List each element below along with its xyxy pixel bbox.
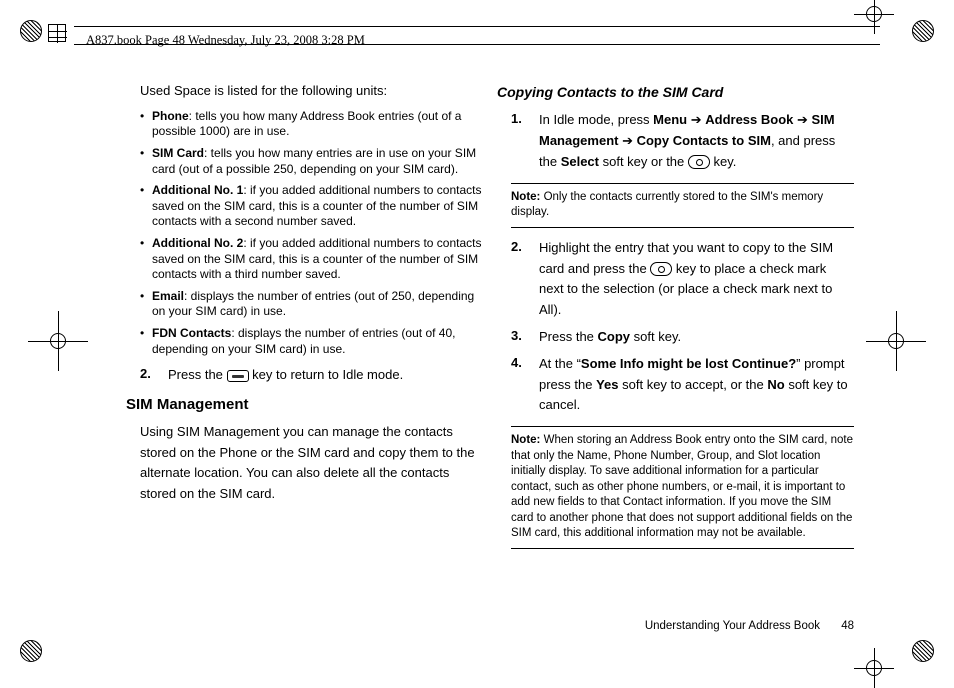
step-body: At the “Some Info might be lost Continue… — [539, 354, 854, 416]
list-text: : displays the number of entries (out of… — [152, 289, 474, 319]
step-text: soft key to accept, or the — [619, 377, 768, 392]
step-text: At the “ — [539, 356, 581, 371]
step-row: 4. At the “Some Info might be lost Conti… — [511, 354, 854, 416]
list-label: Additional No. 2 — [152, 236, 243, 250]
ok-key-icon — [688, 155, 710, 169]
reg-mark-bottom-left-icon — [20, 640, 42, 662]
step-number: 2. — [140, 365, 168, 386]
list-item: Phone: tells you how many Address Book e… — [140, 109, 483, 140]
step-body: Highlight the entry that you want to cop… — [539, 238, 854, 321]
softkey-label: Select — [561, 154, 599, 169]
crop-cross-top-icon — [854, 0, 894, 34]
reg-mark-bottom-right-icon — [912, 640, 934, 662]
prompt-label: Some Info might be lost Continue? — [581, 356, 796, 371]
step-row: 2. Highlight the entry that you want to … — [511, 238, 854, 321]
list-text: : tells you how many Address Book entrie… — [152, 109, 461, 139]
list-label: Phone — [152, 109, 189, 123]
step-number: 4. — [511, 354, 539, 416]
end-key-icon — [227, 370, 249, 382]
step-text: soft key or the — [599, 154, 688, 169]
intro-text: Used Space is listed for the following u… — [140, 82, 483, 101]
arrow-icon: ➔ — [618, 133, 636, 148]
ok-key-icon — [650, 262, 672, 276]
step-number: 1. — [511, 110, 539, 172]
page-header: A837.book Page 48 Wednesday, July 23, 20… — [86, 33, 365, 48]
section-heading: SIM Management — [126, 394, 483, 416]
list-item: SIM Card: tells you how many entries are… — [140, 146, 483, 177]
list-label: Additional No. 1 — [152, 183, 243, 197]
menu-label: Address Book — [705, 112, 793, 127]
note-label: Note: — [511, 434, 540, 446]
softkey-label: Copy — [598, 329, 631, 344]
list-item: Additional No. 1: if you added additiona… — [140, 183, 483, 230]
softkey-label: No — [767, 377, 784, 392]
list-item: FDN Contacts: displays the number of ent… — [140, 326, 483, 357]
note-label: Note: — [511, 191, 540, 203]
used-space-list: Phone: tells you how many Address Book e… — [140, 109, 483, 357]
list-label: Email — [152, 289, 184, 303]
step-number: 2. — [511, 238, 539, 321]
footer-section: Understanding Your Address Book — [645, 620, 820, 632]
list-item: Additional No. 2: if you added additiona… — [140, 236, 483, 283]
list-label: SIM Card — [152, 146, 204, 160]
step-text: Press the — [168, 367, 227, 382]
note-block: Note: Only the contacts currently stored… — [511, 183, 854, 228]
section-body: Using SIM Management you can manage the … — [140, 422, 483, 505]
step-body: Press the Copy soft key. — [539, 327, 854, 348]
softkey-label: Yes — [596, 377, 618, 392]
reg-mark-top-left-icon — [20, 20, 42, 42]
menu-label: Copy Contacts to SIM — [637, 133, 771, 148]
crop-cross-bottom-icon — [854, 648, 894, 688]
step-body: Press the key to return to Idle mode. — [168, 365, 483, 386]
step-number: 3. — [511, 327, 539, 348]
step-text: key to return to Idle mode. — [252, 367, 403, 382]
step-text: soft key. — [630, 329, 681, 344]
sub-heading: Copying Contacts to the SIM Card — [497, 82, 854, 102]
note-text: Only the contacts currently stored to th… — [511, 191, 823, 219]
arrow-icon: ➔ — [793, 112, 811, 127]
step-text: Press the — [539, 329, 598, 344]
step-body: In Idle mode, press Menu ➔ Address Book … — [539, 110, 854, 172]
menu-label: Menu — [653, 112, 687, 127]
step-row: 2. Press the key to return to Idle mode. — [140, 365, 483, 386]
page-number: 48 — [841, 620, 854, 632]
step-row: 1. In Idle mode, press Menu ➔ Address Bo… — [511, 110, 854, 172]
left-column: Used Space is listed for the following u… — [140, 82, 483, 612]
list-item: Email: displays the number of entries (o… — [140, 289, 483, 320]
step-text: In Idle mode, press — [539, 112, 653, 127]
reg-mark-top-right-icon — [912, 20, 934, 42]
note-text: When storing an Address Book entry onto … — [511, 434, 853, 539]
header-rule-icon — [74, 26, 880, 27]
note-block: Note: When storing an Address Book entry… — [511, 426, 854, 549]
crop-cross-right-icon — [866, 311, 926, 371]
step-text: key. — [710, 154, 737, 169]
arrow-icon: ➔ — [687, 112, 705, 127]
right-column: Copying Contacts to the SIM Card 1. In I… — [511, 82, 854, 612]
list-label: FDN Contacts — [152, 326, 231, 340]
book-icon — [48, 24, 66, 42]
step-row: 3. Press the Copy soft key. — [511, 327, 854, 348]
page-footer: Understanding Your Address Book 48 — [645, 620, 854, 632]
content-area: Used Space is listed for the following u… — [140, 82, 854, 612]
crop-cross-left-icon — [28, 311, 88, 371]
